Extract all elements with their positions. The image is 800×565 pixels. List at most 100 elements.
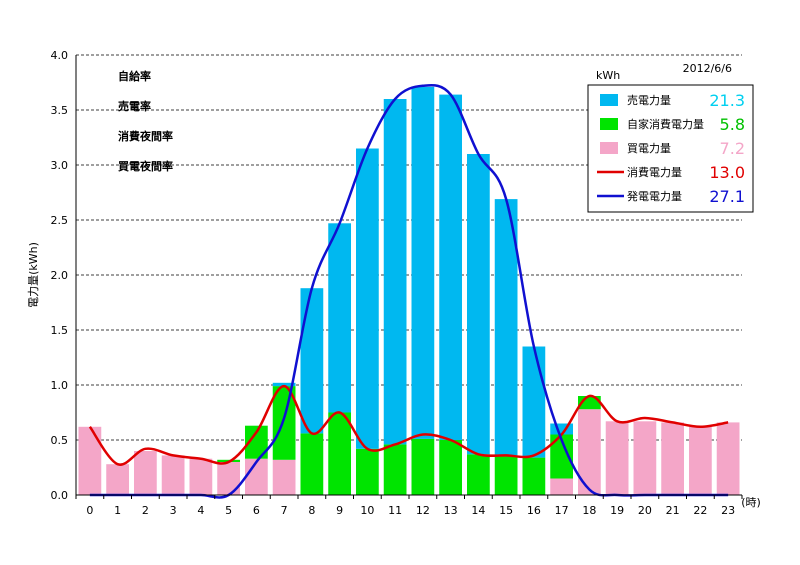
bar xyxy=(383,444,407,495)
bar xyxy=(466,154,490,455)
x-tick-label: 13 xyxy=(444,504,458,517)
bar xyxy=(383,99,407,445)
x-tick-label: 12 xyxy=(416,504,430,517)
x-tick-label: 6 xyxy=(253,504,260,517)
bar xyxy=(217,462,241,495)
x-tick-label: 7 xyxy=(281,504,288,517)
y-tick-label: 4.0 xyxy=(51,49,69,62)
y-tick-label: 0.5 xyxy=(51,434,69,447)
bar xyxy=(244,458,268,495)
x-tick-label: 17 xyxy=(555,504,569,517)
x-tick-label: 10 xyxy=(360,504,374,517)
bar xyxy=(716,422,740,495)
legend-label: 買電力量 xyxy=(627,142,671,155)
legend-total: 27.1 xyxy=(709,187,745,206)
y-tick-label: 2.0 xyxy=(51,269,69,282)
bar xyxy=(355,148,379,449)
x-tick-label: 21 xyxy=(666,504,680,517)
bar xyxy=(494,199,518,456)
legend-label: 売電力量 xyxy=(627,94,671,107)
axes xyxy=(75,55,743,499)
y-axis-label: 電力量(kWh) xyxy=(27,242,40,308)
bar xyxy=(161,455,185,495)
y-tick-label: 2.5 xyxy=(51,214,69,227)
bar xyxy=(300,288,324,434)
chart-date: 2012/6/6 xyxy=(683,62,732,75)
legend-label: 自家消費電力量 xyxy=(627,117,704,131)
bar xyxy=(688,426,712,495)
legend-total: 7.2 xyxy=(720,139,745,158)
x-tick-label: 20 xyxy=(638,504,652,517)
bar xyxy=(411,438,435,495)
y-tick-label: 3.0 xyxy=(51,159,69,172)
bar xyxy=(78,426,102,495)
bar xyxy=(328,412,352,495)
y-tick-labels: 0.0 0.5 1.0 1.5 2.0 2.5 3.0 3.5 4.0 xyxy=(51,49,69,502)
x-tick-label: 2 xyxy=(142,504,149,517)
x-tick-label: 8 xyxy=(308,504,315,517)
bar xyxy=(439,94,463,440)
bar xyxy=(411,86,435,439)
x-tick-label: 14 xyxy=(471,504,485,517)
ratio-label-sell: 売電率 xyxy=(118,99,151,113)
x-tick-label: 9 xyxy=(336,504,343,517)
bar xyxy=(550,434,574,479)
legend-swatch xyxy=(600,118,618,130)
legend-unit: kWh xyxy=(596,69,620,82)
bar xyxy=(577,409,601,495)
y-tick-label: 1.5 xyxy=(51,324,69,337)
legend-label: 発電電力量 xyxy=(627,189,682,203)
bar xyxy=(272,386,296,460)
bar xyxy=(272,382,296,387)
x-tick-label: 23 xyxy=(721,504,735,517)
bar xyxy=(300,433,324,495)
y-tick-label: 3.5 xyxy=(51,104,69,117)
legend-total: 21.3 xyxy=(709,91,745,110)
bar xyxy=(189,458,213,495)
legend-total: 5.8 xyxy=(720,115,745,134)
bar xyxy=(522,346,546,458)
ratio-label-consumption-night: 消費夜間率 xyxy=(118,129,173,143)
bar xyxy=(355,448,379,495)
bar xyxy=(439,440,463,495)
x-tick-label: 19 xyxy=(610,504,624,517)
legend-swatch xyxy=(600,94,618,106)
ratio-labels: 自給率 売電率 消費夜間率 買電夜間率 xyxy=(118,69,173,173)
gridlines xyxy=(76,54,742,441)
bar xyxy=(605,421,629,495)
bar xyxy=(522,457,546,495)
x-tick-label: 16 xyxy=(527,504,541,517)
bar xyxy=(550,478,574,495)
legend: 売電力量 21.3 自家消費電力量 5.8 買電力量 7.2 消費電力量 13.0 発電電力量 2… xyxy=(587,84,754,213)
bar xyxy=(466,454,490,495)
ratio-label-self-sufficiency: 自給率 xyxy=(118,69,151,83)
x-tick-label: 5 xyxy=(225,504,232,517)
x-tick-labels: 0 1 2 3 4 5 6 7 8 9 10 11 12 13 14 15 16 17 18 19 20 21 22 23 xyxy=(86,504,735,517)
bar xyxy=(328,223,352,413)
bar xyxy=(661,422,685,495)
x-tick-label: 1 xyxy=(114,504,121,517)
x-tick-label: 3 xyxy=(170,504,177,517)
x-tick-label: 11 xyxy=(388,504,402,517)
legend-swatch xyxy=(600,142,618,154)
x-tick-label: 15 xyxy=(499,504,513,517)
legend-total: 13.0 xyxy=(709,163,745,182)
bar xyxy=(133,451,157,495)
legend-label: 消費電力量 xyxy=(627,165,682,179)
bar xyxy=(633,421,657,495)
y-tick-label: 1.0 xyxy=(51,379,69,392)
x-tick-label: 22 xyxy=(693,504,707,517)
series-line xyxy=(88,384,729,466)
bar xyxy=(244,425,268,459)
bar xyxy=(272,459,296,495)
x-tick-label: 0 xyxy=(86,504,93,517)
bar xyxy=(494,455,518,495)
bar xyxy=(550,423,574,435)
bar xyxy=(106,464,130,495)
ratio-label-purchase-night: 買電夜間率 xyxy=(118,159,173,173)
x-tick-label: 4 xyxy=(197,504,204,517)
x-tick-label: 18 xyxy=(582,504,596,517)
x-axis-unit: (時) xyxy=(741,496,761,509)
bar-series xyxy=(78,86,740,495)
